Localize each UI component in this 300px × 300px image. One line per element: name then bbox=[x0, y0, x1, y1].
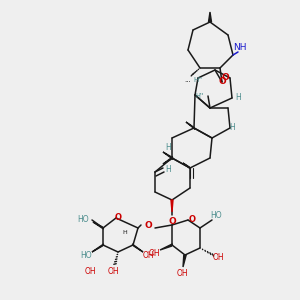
Polygon shape bbox=[171, 200, 173, 212]
Text: HO: HO bbox=[80, 251, 92, 260]
Text: H: H bbox=[165, 166, 171, 175]
Text: OH: OH bbox=[148, 248, 160, 257]
Polygon shape bbox=[132, 244, 143, 252]
Text: H: H bbox=[165, 143, 171, 152]
Polygon shape bbox=[208, 12, 211, 22]
Text: O: O bbox=[221, 74, 229, 82]
Text: OH: OH bbox=[142, 250, 154, 260]
Polygon shape bbox=[183, 255, 186, 267]
Text: O: O bbox=[115, 214, 122, 223]
Text: HO: HO bbox=[210, 211, 222, 220]
Text: H'': H'' bbox=[196, 93, 204, 99]
Text: OH: OH bbox=[107, 266, 119, 275]
Polygon shape bbox=[92, 244, 104, 252]
Polygon shape bbox=[93, 222, 104, 229]
Text: HO: HO bbox=[77, 215, 89, 224]
Text: OH: OH bbox=[176, 269, 188, 278]
Polygon shape bbox=[163, 157, 173, 164]
Text: ...: ... bbox=[184, 77, 191, 83]
Text: NH: NH bbox=[233, 44, 247, 52]
Text: O: O bbox=[144, 220, 152, 230]
Text: O: O bbox=[168, 218, 176, 226]
Polygon shape bbox=[160, 244, 172, 250]
Text: H'': H'' bbox=[194, 77, 202, 83]
Text: OH: OH bbox=[212, 254, 224, 262]
Text: H: H bbox=[229, 124, 235, 133]
Polygon shape bbox=[186, 122, 195, 129]
Polygon shape bbox=[163, 152, 173, 159]
Text: OH: OH bbox=[84, 268, 96, 277]
Text: O: O bbox=[218, 77, 226, 86]
Text: O: O bbox=[188, 215, 196, 224]
Text: H: H bbox=[235, 94, 241, 103]
Text: H: H bbox=[123, 230, 128, 235]
Polygon shape bbox=[183, 163, 191, 169]
